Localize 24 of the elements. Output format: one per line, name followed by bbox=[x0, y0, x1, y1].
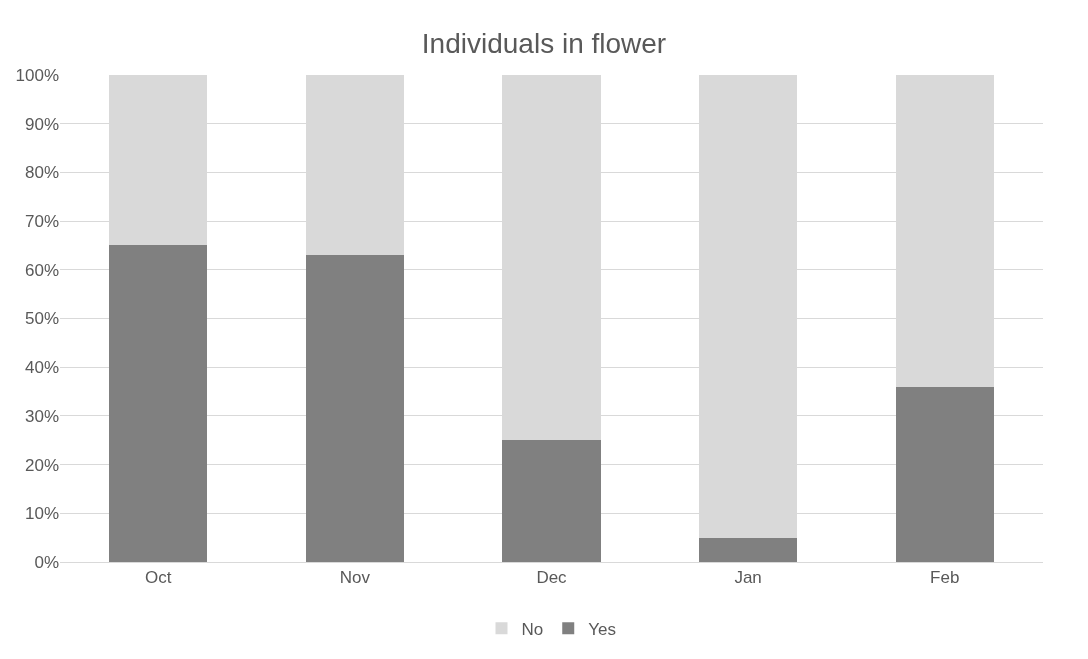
y-tick-label: 80% bbox=[24, 163, 59, 183]
bar bbox=[305, 255, 405, 562]
legend-label: Yes bbox=[588, 619, 616, 639]
x-tick-label: Nov bbox=[339, 568, 371, 588]
y-tick-label: 40% bbox=[24, 358, 59, 378]
y-tick-label: 100% bbox=[15, 65, 59, 85]
x-tick-label: Feb bbox=[930, 568, 960, 588]
y-tick-label: 0% bbox=[34, 552, 59, 572]
y-tick-label: 60% bbox=[24, 260, 59, 280]
y-tick-label: 70% bbox=[24, 212, 59, 232]
y-tick-label: 30% bbox=[24, 406, 59, 426]
bar bbox=[895, 386, 994, 562]
y-tick-label: 50% bbox=[24, 309, 59, 329]
bar bbox=[109, 245, 208, 562]
x-tick-label: Oct bbox=[145, 568, 172, 588]
y-tick-label: 20% bbox=[24, 455, 59, 475]
y-tick-label: 10% bbox=[24, 504, 59, 524]
bar bbox=[698, 537, 798, 562]
x-tick-label: Dec bbox=[536, 568, 568, 588]
bar bbox=[502, 440, 601, 562]
legend-label: No bbox=[521, 619, 544, 639]
x-tick-label: Jan bbox=[734, 568, 762, 588]
chart-title: Individuals in flower bbox=[421, 27, 667, 59]
y-tick-label: 90% bbox=[24, 114, 59, 134]
